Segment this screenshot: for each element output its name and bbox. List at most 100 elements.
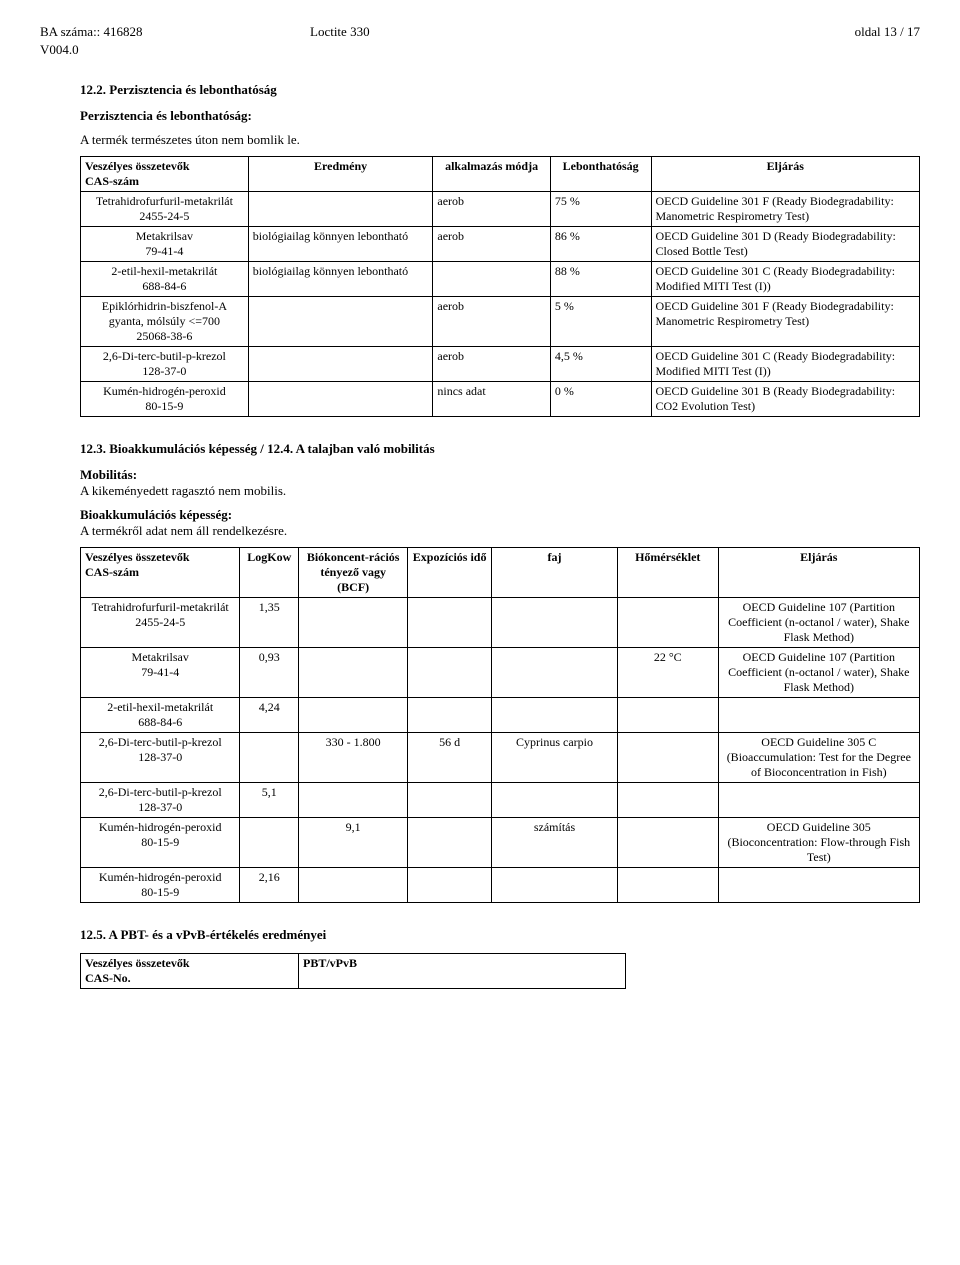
table-row: Kumén-hidrogén-peroxid 80-15-9 nincs adat…: [81, 382, 920, 417]
table-cell: [492, 868, 618, 903]
table-cell: 75 %: [550, 192, 651, 227]
table-cell: OECD Guideline 305 (Bioconcentration: Fl…: [718, 818, 919, 868]
persist-subhead: Perzisztencia és lebonthatóság:: [80, 108, 252, 123]
table-cell: [240, 733, 299, 783]
table-cell: [617, 783, 718, 818]
table-cell: [718, 868, 919, 903]
table-cell: OECD Guideline 301 D (Ready Biodegradabi…: [651, 227, 920, 262]
table-cell: OECD Guideline 107 (Partition Coefficien…: [718, 598, 919, 648]
table-cell: [492, 698, 618, 733]
table-cell: [299, 868, 408, 903]
mobility-text: A kikeményedett ragasztó nem mobilis.: [80, 483, 286, 498]
table-row: Tetrahidrofurfuril-metakrilát 2455-24-5 a…: [81, 192, 920, 227]
table-cell: OECD Guideline 301 F (Ready Biodegradabi…: [651, 192, 920, 227]
table-cell: 2-etil-hexil-metakrilát 688-84-6: [81, 698, 240, 733]
table-cell: 1,35: [240, 598, 299, 648]
table-cell: [617, 698, 718, 733]
table-row: Tetrahidrofurfuril-metakrilát 2455-24-51…: [81, 598, 920, 648]
table-cell: 5,1: [240, 783, 299, 818]
table-cell: számítás: [492, 818, 618, 868]
table-cell: [248, 297, 433, 347]
t2-header: LogKow: [240, 548, 299, 598]
section-12-2-title: 12.2. Perzisztencia és lebonthatóság: [80, 82, 920, 98]
header-product: Loctite 330: [310, 24, 370, 40]
table-cell: [718, 783, 919, 818]
table-cell: [248, 192, 433, 227]
table-cell: [408, 818, 492, 868]
table-cell: 9,1: [299, 818, 408, 868]
table-cell: [408, 598, 492, 648]
table-cell: aerob: [433, 297, 550, 347]
table-cell: Kumén-hidrogén-peroxid 80-15-9: [81, 818, 240, 868]
table-cell: biológiailag könnyen lebontható: [248, 227, 433, 262]
table-cell: OECD Guideline 301 C (Ready Biodegradabi…: [651, 262, 920, 297]
bioacc-head: Bioakkumulációs képesség:: [80, 507, 232, 522]
table-cell: Epiklórhidrin-biszfenol-A gyanta, mólsúl…: [81, 297, 249, 347]
table-cell: aerob: [433, 347, 550, 382]
bioacc-text: A termékről adat nem áll rendelkezésre.: [80, 523, 287, 538]
t2-header: Biókoncent-rációs tényező vagy (BCF): [299, 548, 408, 598]
table-cell: [408, 783, 492, 818]
table-cell: aerob: [433, 227, 550, 262]
section-12-3-title: 12.3. Bioakkumulációs képesség / 12.4. A…: [80, 441, 920, 457]
table-cell: [408, 648, 492, 698]
table-cell: 56 d: [408, 733, 492, 783]
table-cell: 88 %: [550, 262, 651, 297]
table-row: Kumén-hidrogén-peroxid 80-15-9 9,1 számítá…: [81, 818, 920, 868]
table-row: Metakrilsav 79-41-4biológiailag könnyen …: [81, 227, 920, 262]
header-page: oldal 13 / 17: [855, 24, 920, 40]
table-row: 2,6-Di-terc-butil-p-krezol 128-37-0330 -…: [81, 733, 920, 783]
table-cell: Tetrahidrofurfuril-metakrilát 2455-24-5: [81, 598, 240, 648]
table-cell: [299, 783, 408, 818]
t2-header: Veszélyes összetevők CAS-szám: [81, 548, 240, 598]
table-cell: [408, 698, 492, 733]
section-12-5-title: 12.5. A PBT- és a vPvB-értékelés eredmén…: [80, 927, 920, 943]
table-cell: Kumén-hidrogén-peroxid 80-15-9: [81, 868, 240, 903]
table-cell: OECD Guideline 305 C (Bioaccumulation: T…: [718, 733, 919, 783]
table-cell: Tetrahidrofurfuril-metakrilát 2455-24-5: [81, 192, 249, 227]
table-bioaccumulation: Veszélyes összetevők CAS-számLogKowBióko…: [80, 547, 920, 903]
table-cell: [492, 648, 618, 698]
table-cell: [248, 382, 433, 417]
mobility-head: Mobilitás:: [80, 467, 137, 482]
table-cell: [299, 598, 408, 648]
t1-header: Eljárás: [651, 157, 920, 192]
table-cell: biológiailag könnyen lebontható: [248, 262, 433, 297]
t2-header: Eljárás: [718, 548, 919, 598]
table-row: 2,6-Di-terc-butil-p-krezol 128-37-05,1: [81, 783, 920, 818]
table-cell: [617, 733, 718, 783]
table-cell: 22 °C: [617, 648, 718, 698]
table-cell: [718, 698, 919, 733]
table-row: Epiklórhidrin-biszfenol-A gyanta, mólsúl…: [81, 297, 920, 347]
t1-header: Veszélyes összetevők CAS-szám: [81, 157, 249, 192]
table-cell: 86 %: [550, 227, 651, 262]
table-cell: Kumén-hidrogén-peroxid 80-15-9: [81, 382, 249, 417]
table-pbt: Veszélyes összetevők CAS-No. PBT/vPvB: [80, 953, 626, 989]
table-cell: [408, 868, 492, 903]
table-cell: 2-etil-hexil-metakrilát 688-84-6: [81, 262, 249, 297]
t1-header: Lebonthatóság: [550, 157, 651, 192]
table-cell: [492, 598, 618, 648]
table-cell: 4,24: [240, 698, 299, 733]
t1-header: Eredmény: [248, 157, 433, 192]
table-cell: nincs adat: [433, 382, 550, 417]
table-cell: [492, 783, 618, 818]
table-cell: aerob: [433, 192, 550, 227]
table-cell: OECD Guideline 107 (Partition Coefficien…: [718, 648, 919, 698]
table-row: Metakrilsav 79-41-40,9322 °COECD Guideli…: [81, 648, 920, 698]
table-cell: Metakrilsav 79-41-4: [81, 227, 249, 262]
table-row: 2-etil-hexil-metakrilát 688-84-6biológia…: [81, 262, 920, 297]
header-ba: BA száma:: 416828: [40, 24, 143, 40]
table-cell: [299, 698, 408, 733]
t2-header: faj: [492, 548, 618, 598]
table-cell: [617, 868, 718, 903]
table-cell: Metakrilsav 79-41-4: [81, 648, 240, 698]
table-cell: Cyprinus carpio: [492, 733, 618, 783]
table-cell: 5 %: [550, 297, 651, 347]
t2-header: Hőmérséklet: [617, 548, 718, 598]
table-cell: 2,6-Di-terc-butil-p-krezol 128-37-0: [81, 733, 240, 783]
table-cell: [248, 347, 433, 382]
table-cell: OECD Guideline 301 B (Ready Biodegradabi…: [651, 382, 920, 417]
table-cell: [240, 818, 299, 868]
t2-header: Expozíciós idő: [408, 548, 492, 598]
